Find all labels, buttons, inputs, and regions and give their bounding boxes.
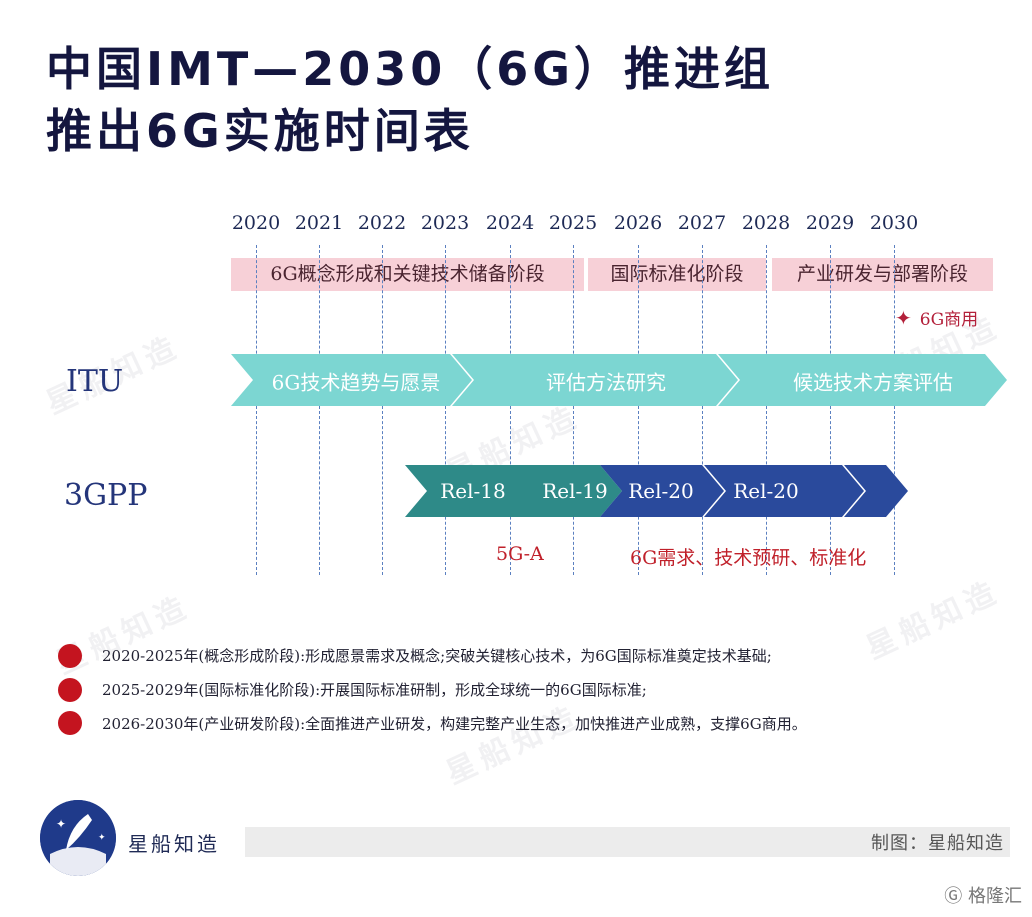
year-gridline [702, 245, 703, 575]
gpp-chevron-rel18 [405, 465, 538, 517]
description-industry: 2026-2030年(产业研发阶段):全面推进产业研发，构建完整产业生态，加快推… [102, 715, 807, 733]
commercial-label: 6G商用 [919, 310, 979, 330]
year-label: 2028 [741, 212, 791, 234]
year-label: 2022 [357, 212, 407, 234]
description-standardization: 2025-2029年(国际标准化阶段):开展国际标准研制，形成全球统一的6G国际… [102, 681, 647, 699]
phase-label: 产业研发与部署阶段 [796, 263, 968, 285]
year-gridline [830, 245, 831, 575]
itu-segment-label: 候选技术方案评估 [793, 370, 953, 395]
year-gridline [256, 245, 257, 575]
gpp-chevron-extra-2 [844, 465, 908, 517]
gpp-segment-label: Rel-19 [542, 479, 608, 503]
gpp-arrow-row [405, 465, 908, 517]
svg-text:✦: ✦ [56, 817, 66, 831]
gpp-chevron-rel20-a [600, 465, 724, 517]
year-gridline [445, 245, 446, 575]
svg-text:✦: ✦ [98, 833, 106, 843]
corner-watermark-text: 格隆汇 [968, 886, 1022, 907]
sparkle-icon: ✦ [895, 306, 912, 330]
year-gridline [894, 245, 895, 575]
gpp-segment-label: Rel-18 [440, 479, 506, 503]
year-gridline [510, 245, 511, 575]
page-title: 中国IMT—2030（6G）推进组 推出6G实施时间表 [46, 38, 774, 162]
commercial-marker: ✦ 6G商用 [895, 305, 978, 330]
note-6g: 6G需求、技术预研、标准化 [630, 547, 867, 569]
bullet-dot [58, 711, 82, 735]
row-label-3gpp: 3GPP [64, 478, 148, 513]
gpp-chevron-rel19 [514, 465, 622, 517]
phase-label: 6G概念形成和关键技术储备阶段 [270, 263, 545, 285]
year-label: 2024 [485, 212, 535, 234]
year-label: 2020 [231, 212, 281, 234]
ship-feather-icon: ✦ ✦ [40, 800, 116, 876]
bullet-dot [58, 678, 82, 702]
footer-bar [245, 827, 1010, 857]
gpp-segment-label: Rel-20 [628, 479, 694, 503]
brand-name: 星船知造 [128, 832, 220, 856]
corner-logo-icon: Ⓖ [944, 886, 963, 907]
title-line-1: 中国IMT—2030（6G）推进组 [46, 42, 775, 96]
year-label: 2021 [294, 212, 344, 234]
itu-arrow-row [231, 354, 1007, 406]
itu-segment-label: 评估方法研究 [546, 370, 666, 395]
gpp-chevron-rel20-b [704, 465, 822, 517]
year-label: 2026 [613, 212, 663, 234]
gpp-chevron-extra-1 [798, 465, 864, 517]
note-5g-a: 5G-A [496, 543, 544, 565]
phase-band-concept: 6G概念形成和关键技术储备阶段 [231, 258, 584, 291]
itu-chevron-candidate-evaluation [718, 354, 1007, 406]
corner-watermark: Ⓖ 格隆汇 [944, 882, 1022, 908]
year-label: 2030 [869, 212, 919, 234]
bullet-dot [58, 644, 82, 668]
chart-credit: 制图：星船知造 [871, 833, 1004, 854]
itu-chevron-trends [231, 354, 472, 406]
year-gridline [573, 245, 574, 575]
description-concept: 2020-2025年(概念形成阶段):形成愿景需求及概念;突破关键核心技术，为6… [102, 647, 772, 665]
gpp-segment-label: Rel-20 [733, 479, 799, 503]
year-gridline [766, 245, 767, 575]
year-label: 2025 [548, 212, 598, 234]
brand-logo: ✦ ✦ [40, 800, 116, 876]
phase-band-industry: 产业研发与部署阶段 [772, 258, 993, 291]
year-gridline [319, 245, 320, 575]
year-label: 2027 [677, 212, 727, 234]
year-label: 2029 [805, 212, 855, 234]
row-label-itu: ITU [66, 364, 124, 399]
phase-label: 国际标准化阶段 [610, 263, 744, 285]
year-gridline [638, 245, 639, 575]
title-line-2: 推出6G实施时间表 [46, 104, 474, 158]
year-gridline [382, 245, 383, 575]
itu-segment-label: 6G技术趋势与愿景 [271, 370, 441, 395]
phase-band-standardization: 国际标准化阶段 [588, 258, 766, 291]
itu-chevron-evaluation-method [452, 354, 738, 406]
year-label: 2023 [420, 212, 470, 234]
